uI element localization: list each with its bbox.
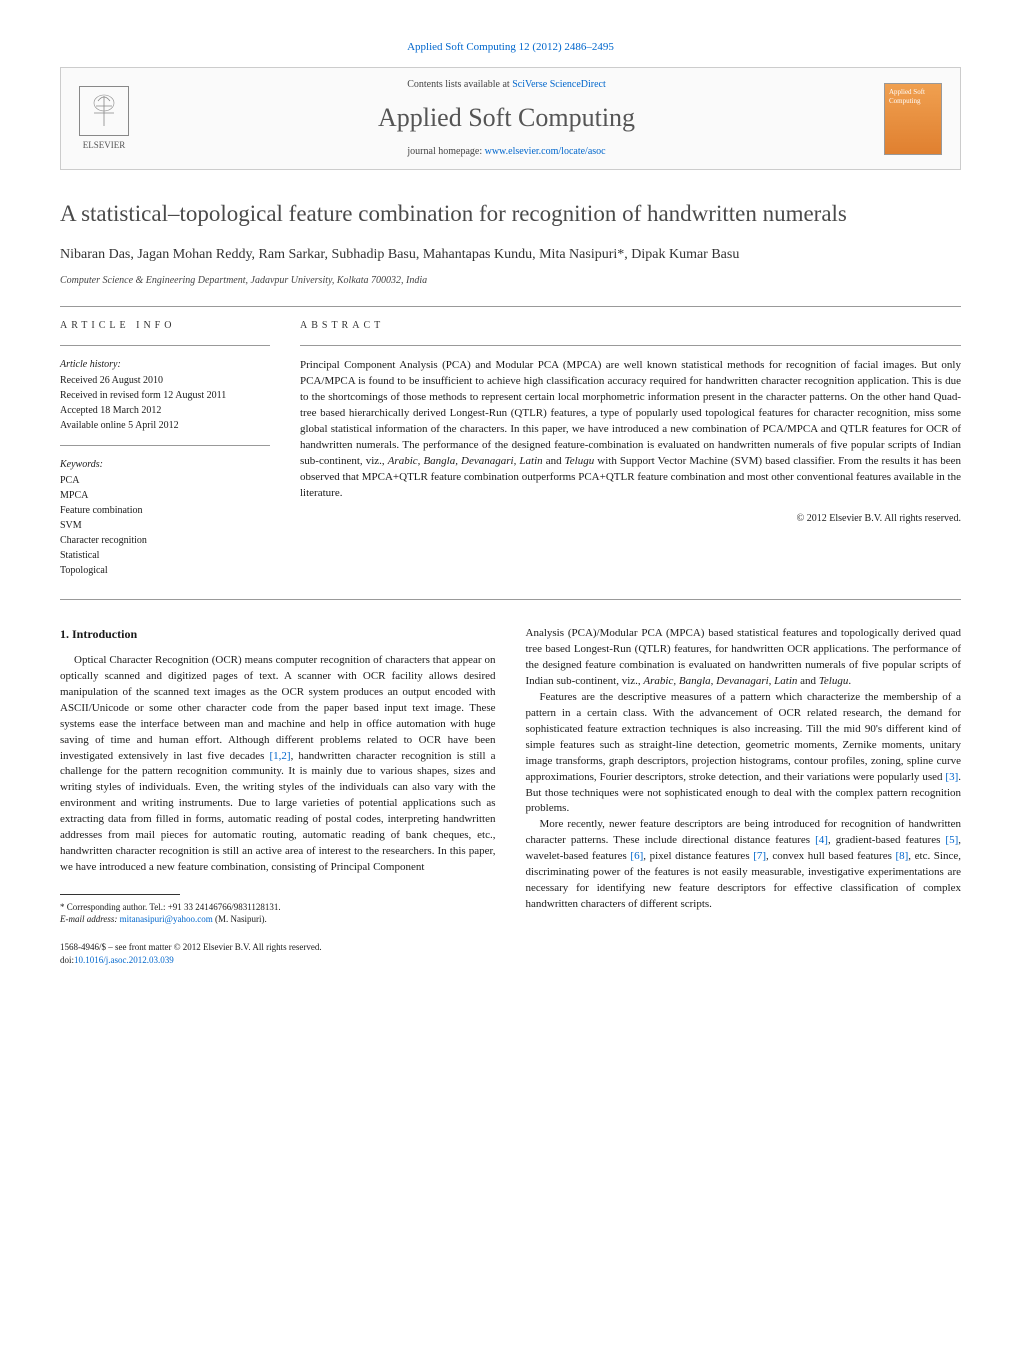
info-abstract-row: ARTICLE INFO Article history: Received 2… (60, 319, 961, 579)
email-label: E-mail address: (60, 914, 120, 924)
intro-paragraph-3: More recently, newer feature descriptors… (526, 817, 962, 913)
text-run: Features are the descriptive measures of… (526, 691, 962, 783)
keyword: Feature combination (60, 504, 270, 518)
abstract-column: ABSTRACT Principal Component Analysis (P… (300, 319, 961, 579)
homepage-link[interactable]: www.elsevier.com/locate/asoc (485, 146, 606, 157)
divider (60, 306, 961, 307)
intro-paragraph-1: Optical Character Recognition (OCR) mean… (60, 653, 496, 876)
issn-line: 1568-4946/$ – see front matter © 2012 El… (60, 941, 961, 954)
keyword: MPCA (60, 489, 270, 503)
ref-link[interactable]: [5] (945, 834, 958, 846)
left-column: 1. Introduction Optical Character Recogn… (60, 626, 496, 925)
info-divider (60, 445, 270, 446)
ref-link[interactable]: [7] (753, 850, 766, 862)
citation-header: Applied Soft Computing 12 (2012) 2486–24… (60, 40, 961, 55)
cover-text: Applied Soft Computing (889, 88, 937, 108)
intro-paragraph-2: Features are the descriptive measures of… (526, 690, 962, 818)
citation-link[interactable]: Applied Soft Computing 12 (2012) 2486–24… (407, 41, 614, 53)
homepage-prefix: journal homepage: (407, 146, 484, 157)
email-link[interactable]: mitanasipuri@yahoo.com (120, 914, 213, 924)
keyword: Statistical (60, 549, 270, 563)
keyword: Character recognition (60, 534, 270, 548)
header-center: Contents lists available at SciVerse Sci… (129, 78, 884, 158)
doi-link[interactable]: 10.1016/j.asoc.2012.03.039 (74, 955, 174, 965)
journal-cover-thumbnail: Applied Soft Computing (884, 83, 942, 155)
abstract-divider (300, 345, 961, 346)
publisher-name: ELSEVIER (83, 139, 126, 152)
keyword: SVM (60, 519, 270, 533)
journal-header-box: ELSEVIER Contents lists available at Sci… (60, 67, 961, 169)
doi-line: doi:10.1016/j.asoc.2012.03.039 (60, 954, 961, 967)
abstract-text: Principal Component Analysis (PCA) and M… (300, 358, 961, 501)
contents-line: Contents lists available at SciVerse Sci… (129, 78, 884, 92)
article-info-column: ARTICLE INFO Article history: Received 2… (60, 319, 270, 579)
keyword: Topological (60, 564, 270, 578)
body-columns: 1. Introduction Optical Character Recogn… (60, 626, 961, 925)
author-list: Nibaran Das, Jagan Mohan Reddy, Ram Sark… (60, 245, 961, 265)
affiliation: Computer Science & Engineering Departmen… (60, 274, 961, 288)
ref-link[interactable]: [1,2] (270, 750, 291, 762)
contents-prefix: Contents lists available at (407, 79, 512, 90)
doi-label: doi: (60, 955, 74, 965)
article-info-heading: ARTICLE INFO (60, 319, 270, 333)
email-suffix: (M. Nasipuri). (213, 914, 267, 924)
corr-author-line: * Corresponding author. Tel.: +91 33 241… (60, 901, 496, 913)
corresponding-author-footnote: * Corresponding author. Tel.: +91 33 241… (60, 901, 496, 925)
elsevier-tree-icon (79, 86, 129, 136)
sciencedirect-link[interactable]: SciVerse ScienceDirect (512, 79, 606, 90)
ref-link[interactable]: [8] (895, 850, 908, 862)
keywords-label: Keywords: (60, 458, 270, 472)
text-run: , pixel distance features (643, 850, 753, 862)
footnote-divider (60, 894, 180, 895)
ref-link[interactable]: [6] (630, 850, 643, 862)
section-heading: 1. Introduction (60, 626, 496, 643)
bottom-matter: 1568-4946/$ – see front matter © 2012 El… (60, 941, 961, 966)
homepage-line: journal homepage: www.elsevier.com/locat… (129, 145, 884, 159)
history-label: Article history: (60, 358, 270, 372)
copyright-line: © 2012 Elsevier B.V. All rights reserved… (300, 512, 961, 526)
divider (60, 599, 961, 600)
intro-paragraph-cont: Analysis (PCA)/Modular PCA (MPCA) based … (526, 626, 962, 690)
received-date: Received 26 August 2010 (60, 374, 270, 388)
right-column: Analysis (PCA)/Modular PCA (MPCA) based … (526, 626, 962, 925)
keyword: PCA (60, 474, 270, 488)
ref-link[interactable]: [4] (815, 834, 828, 846)
accepted-date: Accepted 18 March 2012 (60, 404, 270, 418)
abstract-heading: ABSTRACT (300, 319, 961, 333)
info-divider (60, 345, 270, 346)
email-line: E-mail address: mitanasipuri@yahoo.com (… (60, 913, 496, 925)
ref-link[interactable]: [3] (945, 771, 958, 783)
revised-date: Received in revised form 12 August 2011 (60, 389, 270, 403)
text-run: Optical Character Recognition (OCR) mean… (60, 654, 496, 762)
online-date: Available online 5 April 2012 (60, 419, 270, 433)
publisher-logo: ELSEVIER (79, 86, 129, 152)
text-run: , gradient-based features (828, 834, 945, 846)
text-run: , convex hull based features (766, 850, 895, 862)
article-title: A statistical–topological feature combin… (60, 200, 961, 229)
text-run: , handwritten character recognition is s… (60, 750, 496, 874)
journal-title: Applied Soft Computing (129, 100, 884, 136)
